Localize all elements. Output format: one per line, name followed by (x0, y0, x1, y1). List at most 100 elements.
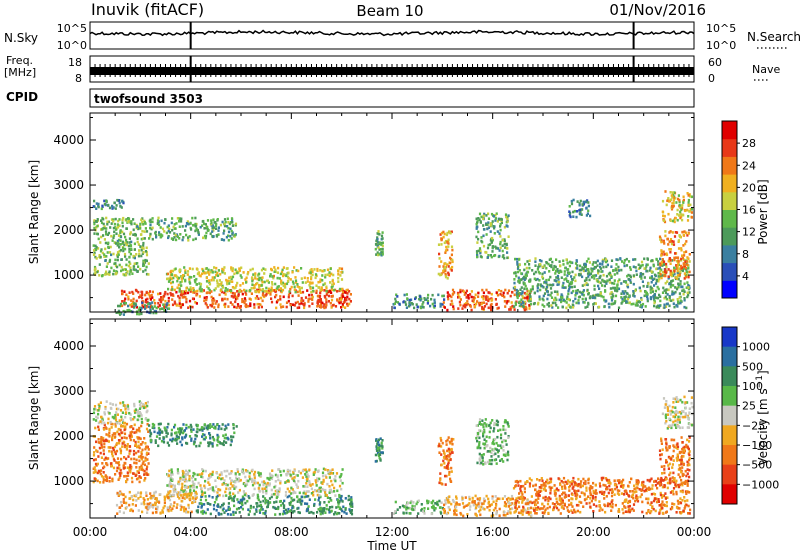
power-cell (175, 222, 178, 225)
power-cell (140, 218, 143, 222)
vel-cell (274, 489, 277, 493)
power-cell (685, 275, 688, 279)
power-cell (557, 278, 560, 281)
power-cell (506, 220, 509, 223)
vel-cell (94, 468, 97, 472)
power-cell (487, 306, 490, 310)
vel-cell (167, 509, 170, 513)
power-cell (672, 199, 675, 202)
power-cell (242, 271, 245, 274)
power-cell (263, 272, 266, 275)
vel-cell (321, 482, 324, 485)
power-cell (667, 275, 670, 278)
power-cell (426, 302, 429, 305)
power-cell (646, 263, 649, 267)
power-cell (227, 305, 230, 308)
vel-cell (217, 427, 220, 431)
vel-cell (312, 490, 315, 494)
power-cell (320, 288, 323, 292)
power-cell (543, 305, 546, 308)
power-cell (296, 290, 299, 294)
power-cell (475, 217, 478, 221)
power-cell (223, 297, 226, 301)
power-cell (130, 220, 133, 224)
vel-cell (290, 496, 293, 500)
power-cell (603, 305, 606, 308)
power-cell (682, 201, 685, 204)
vel-cell (227, 502, 230, 505)
power-cell (617, 265, 620, 269)
power-cell (188, 278, 191, 281)
vel-cell (176, 442, 179, 445)
power-cell (144, 293, 147, 297)
power-cell (427, 293, 430, 297)
vel-cell (110, 407, 113, 410)
vel-cell (297, 511, 300, 514)
vel-cell (277, 507, 280, 511)
vel-cell (252, 505, 255, 509)
power-cell (550, 265, 553, 269)
power-cell (285, 274, 288, 278)
power-cell (437, 293, 440, 297)
power-cell (288, 290, 291, 293)
vel-cell (141, 441, 144, 444)
power-cell (318, 304, 321, 308)
power-cell (562, 263, 565, 266)
power-cell (446, 231, 449, 235)
power-cell (130, 302, 134, 306)
vel-cell (123, 436, 126, 439)
power-cell (140, 312, 143, 316)
power-cell (645, 265, 648, 268)
power-cell (680, 248, 683, 252)
power-cell (282, 266, 285, 269)
power-cell (166, 277, 169, 281)
power-cell (670, 205, 674, 208)
power-cell (177, 276, 181, 280)
power-cell (395, 293, 398, 297)
power-cell (431, 302, 434, 306)
power-cell (256, 302, 259, 306)
power-cell (683, 267, 686, 270)
vel-cell (182, 431, 185, 435)
vel-cell (97, 425, 100, 429)
power-cell (472, 296, 475, 299)
power-cell (174, 302, 177, 305)
power-cell (239, 306, 242, 310)
vel-cell (230, 472, 233, 475)
vel-cell (325, 494, 328, 497)
power-cell (103, 255, 106, 258)
power-cell (566, 262, 569, 265)
power-cell (669, 198, 673, 202)
power-cell (523, 308, 526, 312)
vel-cell (293, 498, 296, 502)
power-cell (605, 282, 608, 285)
power-cell (157, 305, 160, 309)
power-cell (677, 262, 680, 265)
vel-cell (315, 481, 318, 484)
power-cell (465, 296, 468, 299)
power-cell (188, 275, 191, 279)
power-cell (117, 199, 120, 202)
power-cell (593, 274, 596, 277)
power-cell (404, 303, 408, 306)
vel-cell (289, 500, 293, 504)
power-cell (482, 291, 485, 295)
power-cell (495, 303, 498, 306)
power-cell (609, 287, 612, 290)
power-cell (673, 305, 676, 309)
vel-cell (378, 453, 382, 456)
power-cell (261, 289, 264, 293)
vel-cell (308, 468, 311, 472)
vel-cell (111, 415, 114, 419)
vel-cell (134, 408, 137, 411)
vel-cell (300, 503, 303, 506)
power-cell (660, 240, 663, 244)
vel-cell (198, 473, 201, 476)
power-cell (661, 199, 665, 203)
power-cell (580, 268, 583, 272)
power-cell (617, 280, 620, 283)
vel-cell (316, 479, 319, 483)
power-cell (643, 294, 646, 298)
vel-cell (288, 502, 291, 505)
power-cell (481, 307, 484, 311)
